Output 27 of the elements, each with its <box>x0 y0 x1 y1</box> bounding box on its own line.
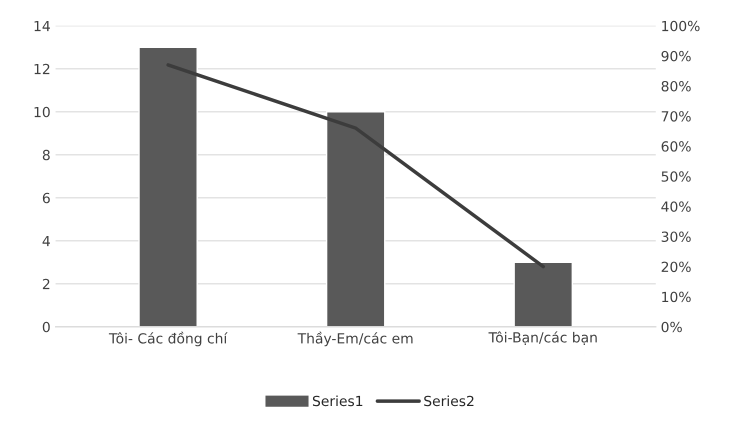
y2-tick-label: 20% <box>662 262 691 272</box>
legend-label: Series2 <box>424 395 474 406</box>
x-tick-label: Tôi-Bạn/các bạn <box>488 331 597 345</box>
y2-tick-label: 50% <box>662 171 691 182</box>
y2-tick-label: 0% <box>662 322 682 332</box>
y2-tick-label: 40% <box>661 201 691 212</box>
y-tick-label: 10 <box>34 106 50 118</box>
bar <box>138 46 198 327</box>
bar <box>513 262 574 327</box>
y2-tick-label: 30% <box>662 231 691 242</box>
y-tick-label: 6 <box>42 192 50 204</box>
legend-label: Series1 <box>312 395 362 406</box>
y2-tick-label: 90% <box>662 50 691 62</box>
y-tick-label: 14 <box>34 20 50 32</box>
y2-tick-label: 10% <box>662 292 691 302</box>
y-tick-label: 0 <box>42 322 50 332</box>
y-tick-label: 4 <box>42 236 50 246</box>
y2-tick-label: 70% <box>662 111 691 122</box>
bar <box>326 111 386 327</box>
y2-tick-label: 60% <box>662 141 691 152</box>
y2-tick-label: 80% <box>662 80 691 92</box>
y-tick-label: 2 <box>42 278 50 290</box>
y2-tick-label: 100% <box>662 20 700 32</box>
y-tick-label: 12 <box>34 64 50 74</box>
y-tick-label: 8 <box>42 150 50 160</box>
x-tick-label: Tôi- Các đồng chí <box>108 332 228 346</box>
x-tick-label: Thầy-Em/các em <box>298 332 413 346</box>
